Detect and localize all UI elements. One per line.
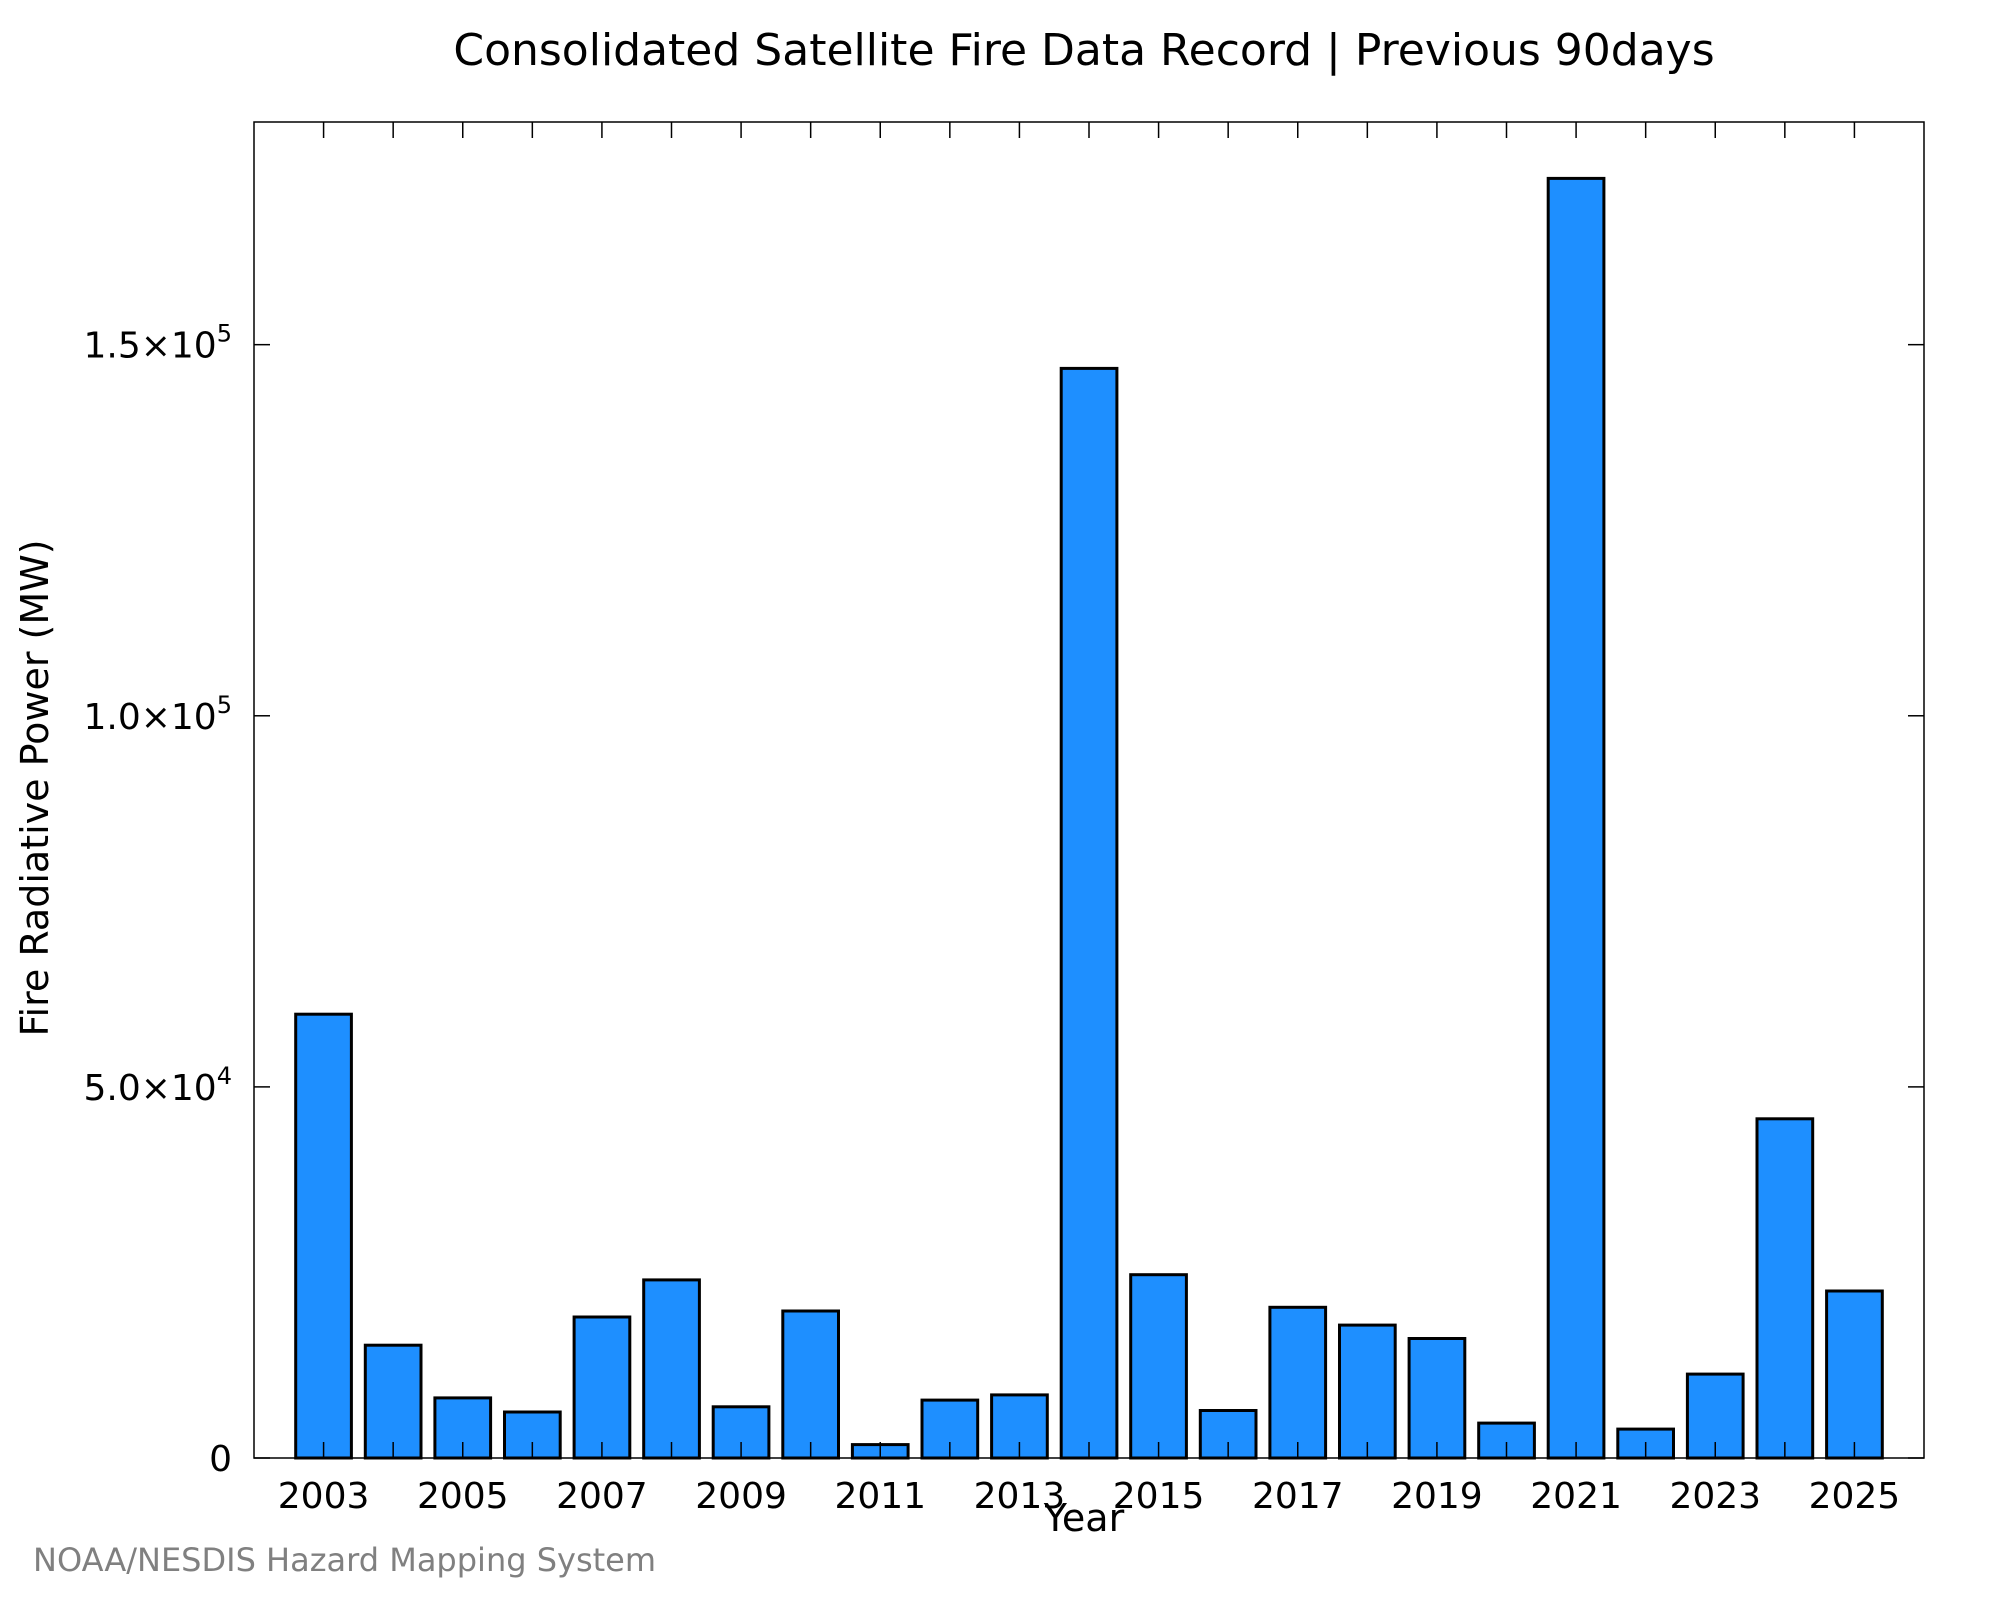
bar-2024 — [1755, 1117, 1815, 1460]
y-tick-label-150000: 1.5×105 — [83, 320, 232, 367]
bar-2014 — [1059, 366, 1119, 1460]
bars-layer — [294, 176, 1884, 1460]
bar-2017 — [1268, 1305, 1328, 1460]
x-tick-label-2019: 2019 — [1391, 1476, 1483, 1517]
source-credit: NOAA/NESDIS Hazard Mapping System — [33, 1541, 656, 1579]
x-tick-label-2009: 2009 — [695, 1476, 787, 1517]
bar-2007 — [572, 1315, 632, 1460]
x-tick-label-2025: 2025 — [1809, 1476, 1901, 1517]
bar-2008 — [642, 1278, 701, 1460]
y-tick-label-50000: 5.0×104 — [83, 1062, 232, 1109]
x-tick-label-2007: 2007 — [556, 1476, 648, 1517]
x-tick-label-2005: 2005 — [417, 1476, 509, 1517]
x-tick-label-2013: 2013 — [974, 1476, 1066, 1517]
bar-2019 — [1407, 1337, 1467, 1460]
bar-2025 — [1825, 1289, 1884, 1460]
bar-2018 — [1338, 1323, 1397, 1460]
x-tick-label-2003: 2003 — [278, 1476, 370, 1517]
y-axis-label: Fire Radiative Power (MW) — [13, 539, 57, 1036]
x-tick-label-2023: 2023 — [1669, 1476, 1761, 1517]
y-tick-label-0: 0 — [209, 1439, 232, 1480]
x-tick-label-2011: 2011 — [834, 1476, 926, 1517]
x-tick-label-2021: 2021 — [1530, 1476, 1622, 1517]
chart-title: Consolidated Satellite Fire Data Record … — [453, 25, 1714, 76]
bar-2015 — [1129, 1273, 1188, 1460]
bar-2003 — [294, 1012, 353, 1460]
y-tick-label-100000: 1.0×105 — [83, 691, 232, 738]
x-tick-label-2015: 2015 — [1113, 1476, 1205, 1517]
bar-2021 — [1546, 176, 1606, 1460]
bar-2004 — [363, 1343, 423, 1460]
bar-2010 — [781, 1309, 840, 1460]
x-axis-label: Year — [1043, 1496, 1125, 1540]
axes-layer: 2003 2005 2007 2009 2011 2013 2015 2017 2019 2021… — [83, 121, 1925, 1517]
x-tick-label-2017: 2017 — [1252, 1476, 1344, 1517]
